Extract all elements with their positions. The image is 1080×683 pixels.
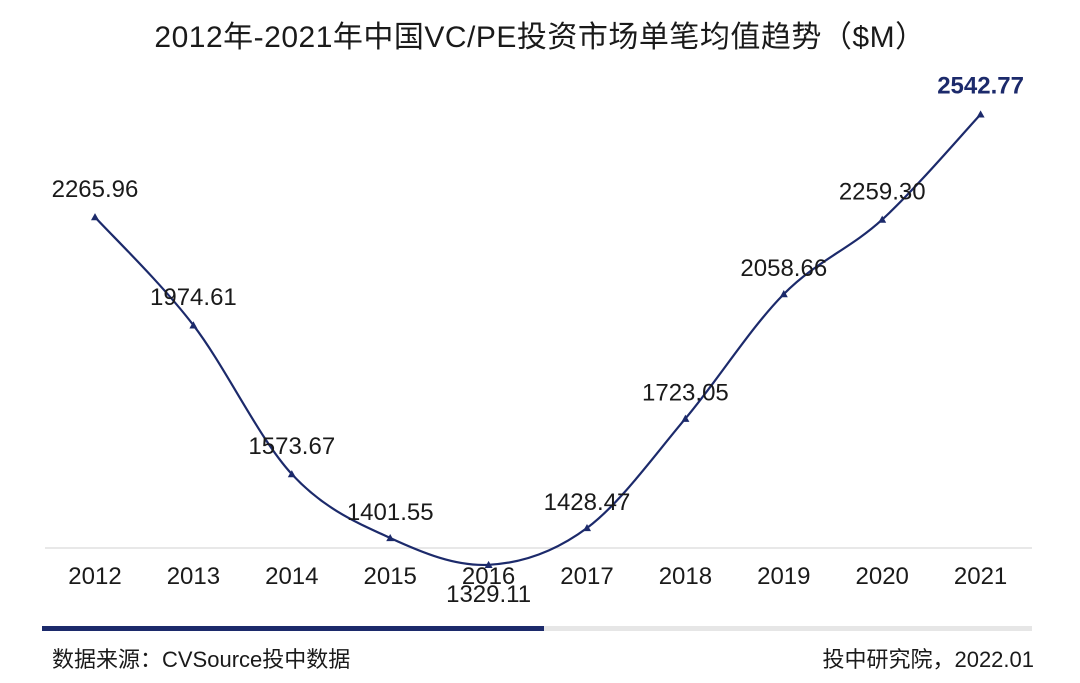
data-point-marker	[779, 290, 788, 298]
x-tick-label: 2021	[954, 563, 1007, 590]
source-note: 数据来源：CVSource投中数据	[52, 647, 351, 672]
data-label: 1329.11	[446, 581, 531, 608]
data-label: 1723.05	[642, 380, 729, 407]
x-tick-label: 2013	[167, 563, 220, 590]
data-label: 1428.47	[544, 489, 631, 516]
footer-accent-bar	[42, 626, 544, 631]
data-point-marker	[681, 414, 690, 422]
x-tick-label: 2014	[265, 563, 318, 590]
data-label: 1974.61	[150, 284, 237, 311]
chart-title: 2012年-2021年中国VC/PE投资市场单笔均值趋势（$M）	[154, 21, 926, 54]
data-label: 2542.77	[937, 72, 1024, 99]
x-tick-label: 2017	[560, 563, 613, 590]
credit-note: 投中研究院，2022.01	[822, 647, 1034, 672]
data-label: 2265.96	[52, 176, 139, 203]
data-point-marker	[189, 321, 198, 329]
data-point-marker	[484, 560, 493, 569]
x-tick-label: 2018	[659, 563, 712, 590]
data-label: 2058.66	[740, 255, 827, 282]
footer-divider	[42, 626, 1032, 631]
data-point-marker	[878, 215, 887, 223]
x-tick-label: 2020	[856, 563, 909, 590]
data-label: 2259.30	[839, 179, 926, 206]
data-point-marker	[287, 470, 296, 478]
plot-area: 2265.96 2012 1974.61 2013 1573.67 2014 1401.55…	[45, 72, 1032, 608]
x-tick-label: 2015	[364, 563, 417, 590]
series-line	[94, 113, 982, 566]
data-label: 1573.67	[248, 433, 335, 460]
data-point-marker	[583, 523, 591, 532]
data-label: 1401.55	[347, 499, 434, 526]
data-point-marker	[386, 533, 395, 542]
x-tick-label: 2012	[68, 563, 121, 590]
data-point-marker	[91, 213, 99, 221]
data-point-marker	[976, 110, 985, 118]
x-tick-label: 2019	[757, 563, 810, 590]
x-tick-label: 2016	[462, 563, 515, 590]
